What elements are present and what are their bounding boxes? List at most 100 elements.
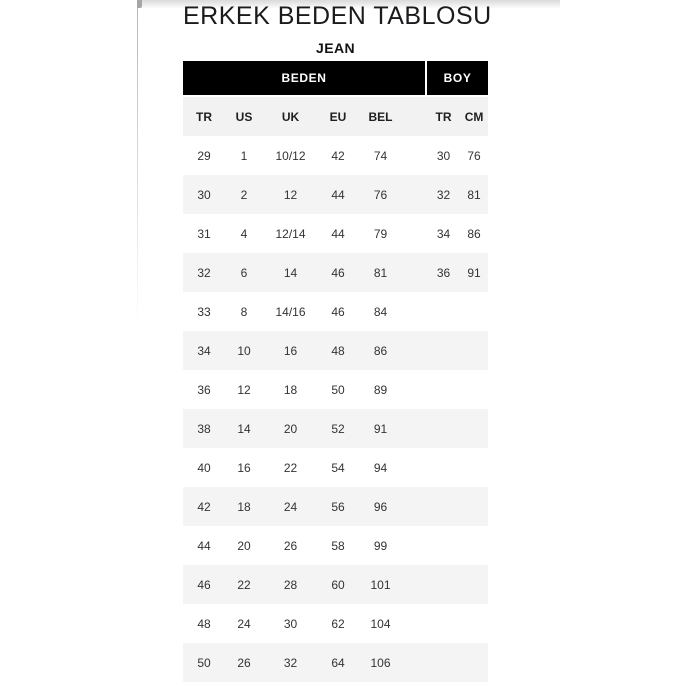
table-cell: 89: [358, 370, 403, 409]
table-row: 33 8 14/16 46 84: [183, 292, 489, 331]
table-row: 29 1 10/12 42 74 30 76: [183, 136, 489, 175]
table-cell: 8: [225, 292, 263, 331]
table-cell-spacer: [403, 565, 428, 604]
column-header-eu-3: EU: [318, 97, 358, 136]
table-cell: 104: [358, 604, 403, 643]
table-cell-spacer: [403, 643, 428, 682]
table-cell: 99: [358, 526, 403, 565]
table-row: 31 4 12/14 44 79 34 86: [183, 214, 489, 253]
table-cell: 36: [427, 253, 461, 292]
table-cell: 84: [358, 292, 403, 331]
column-header-us-1: US: [225, 97, 263, 136]
table-cell: 30: [427, 136, 461, 175]
table-cell: 46: [318, 292, 358, 331]
table-cell: 91: [460, 253, 489, 292]
content-panel: ERKEK BEDEN TABLOSU JEAN BEDEN BOY TR US U…: [137, 0, 560, 700]
table-cell: 42: [183, 487, 225, 526]
table-cell: 48: [183, 604, 225, 643]
table-cell: 34: [183, 331, 225, 370]
group-header-beden: BEDEN: [183, 61, 428, 97]
table-row: 50 26 32 64 106: [183, 643, 489, 682]
table-row: 36 12 18 50 89: [183, 370, 489, 409]
table-cell-spacer: [403, 526, 428, 565]
table-cell: 12/14: [263, 214, 318, 253]
table-cell: 22: [263, 448, 318, 487]
table-cell: 18: [225, 487, 263, 526]
table-cell-spacer: [403, 136, 428, 175]
table-cell: 10/12: [263, 136, 318, 175]
table-cell: 12: [263, 175, 318, 214]
table-row: 46 22 28 60 101: [183, 565, 489, 604]
column-header-bel-4: BEL: [358, 97, 403, 136]
table-cell: 46: [183, 565, 225, 604]
table-cell: 14/16: [263, 292, 318, 331]
table-cell: [460, 448, 489, 487]
table-cell: 81: [460, 175, 489, 214]
table-cell: [460, 643, 489, 682]
table-row: 48 24 30 62 104: [183, 604, 489, 643]
table-cell-spacer: [403, 331, 428, 370]
table-cell: 28: [263, 565, 318, 604]
table-cell: [427, 331, 461, 370]
table-cell: 16: [263, 331, 318, 370]
table-cell: 16: [225, 448, 263, 487]
table-cell: 1: [225, 136, 263, 175]
table-cell: 52: [318, 409, 358, 448]
table-cell: 31: [183, 214, 225, 253]
table-cell: 34: [427, 214, 461, 253]
table-row: 32 6 14 46 81 36 91: [183, 253, 489, 292]
table-cell: 46: [318, 253, 358, 292]
table-cell: 79: [358, 214, 403, 253]
table-cell: 4: [225, 214, 263, 253]
group-header-boy: BOY: [427, 61, 489, 97]
table-cell: 22: [225, 565, 263, 604]
size-chart-content: ERKEK BEDEN TABLOSU JEAN BEDEN BOY TR US U…: [183, 0, 491, 682]
table-cell: 44: [318, 214, 358, 253]
table-cell: 44: [183, 526, 225, 565]
table-cell: [427, 448, 461, 487]
table-cell: [460, 331, 489, 370]
table-cell: [427, 643, 461, 682]
table-cell: 106: [358, 643, 403, 682]
table-cell: 6: [225, 253, 263, 292]
table-cell: 96: [358, 487, 403, 526]
table-cell: 40: [183, 448, 225, 487]
table-cell-spacer: [403, 214, 428, 253]
table-cell: [427, 526, 461, 565]
table-cell: [427, 409, 461, 448]
table-row: 34 10 16 48 86: [183, 331, 489, 370]
table-cell: 86: [358, 331, 403, 370]
table-row: 40 16 22 54 94: [183, 448, 489, 487]
table-cell: 36: [183, 370, 225, 409]
table-cell: 101: [358, 565, 403, 604]
table-cell: 33: [183, 292, 225, 331]
table-cell: 42: [318, 136, 358, 175]
table-cell-spacer: [403, 604, 428, 643]
table-cell-spacer: [403, 370, 428, 409]
table-cell: [427, 292, 461, 331]
table-cell: 50: [183, 643, 225, 682]
table-cell: 54: [318, 448, 358, 487]
column-header-cm-6: CM: [460, 97, 489, 136]
table-cell-spacer: [403, 448, 428, 487]
table-row: 44 20 26 58 99: [183, 526, 489, 565]
table-cell: 38: [183, 409, 225, 448]
table-cell: 20: [263, 409, 318, 448]
corner-notch: [137, 0, 142, 8]
table-cell: 29: [183, 136, 225, 175]
table-cell-spacer: [403, 253, 428, 292]
table-cell: [427, 487, 461, 526]
table-cell: 91: [358, 409, 403, 448]
table-cell: 18: [263, 370, 318, 409]
table-row: 38 14 20 52 91: [183, 409, 489, 448]
table-cell: 26: [263, 526, 318, 565]
table-cell: [460, 370, 489, 409]
table-cell: 50: [318, 370, 358, 409]
table-cell-spacer: [403, 487, 428, 526]
panel-left-edge: [137, 0, 138, 330]
table-cell: 74: [358, 136, 403, 175]
column-header-tr-5: TR: [427, 97, 461, 136]
table-cell: 24: [263, 487, 318, 526]
column-header-row: TR US UK EU BEL TR CM: [183, 97, 489, 136]
